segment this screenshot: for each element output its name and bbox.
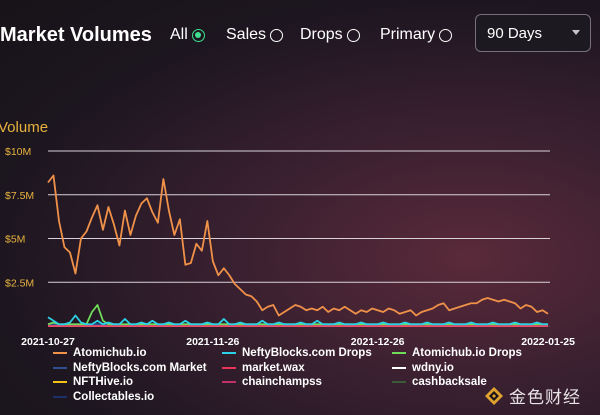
radio-checked-icon[interactable] bbox=[191, 28, 205, 42]
legend-label: cashbacksale bbox=[412, 376, 487, 388]
filter-all[interactable]: All bbox=[170, 26, 205, 44]
x-tick-label: 2021-10-27 bbox=[21, 336, 75, 348]
legend-item[interactable]: chainchampss bbox=[222, 375, 322, 389]
range-select[interactable]: 90 Days bbox=[475, 14, 591, 52]
legend-swatch bbox=[53, 366, 67, 369]
legend-swatch bbox=[392, 352, 406, 354]
legend-swatch bbox=[392, 366, 406, 369]
legend-item[interactable]: wdny.io bbox=[392, 361, 454, 375]
x-tick-label: 2021-12-26 bbox=[351, 336, 405, 348]
legend-label: Collectables.io bbox=[73, 390, 155, 403]
y-tick-label: $2.5M bbox=[5, 277, 34, 289]
legend-item[interactable]: NeftyBlocks.com Market bbox=[53, 361, 207, 375]
legend-item[interactable]: NFTHive.io bbox=[53, 375, 133, 389]
chevron-down-icon bbox=[572, 30, 580, 35]
legend-label: chainchampss bbox=[242, 376, 322, 388]
legend-item[interactable]: cashbacksale bbox=[392, 375, 487, 389]
x-tick-label: 2021-11-26 bbox=[186, 336, 239, 348]
legend-label: market.wax bbox=[242, 361, 305, 374]
filter-sales[interactable]: Sales bbox=[226, 26, 284, 44]
y-tick-label: $7.5M bbox=[5, 190, 34, 202]
radio-unchecked-icon[interactable] bbox=[439, 28, 453, 42]
legend-label: NeftyBlocks.com Drops bbox=[242, 347, 372, 359]
legend-swatch bbox=[53, 352, 67, 354]
legend-item[interactable]: Atomichub.io Drops bbox=[392, 346, 522, 360]
watermark: 金色财经 bbox=[484, 383, 581, 408]
series-line bbox=[47, 314, 548, 326]
chart-legend: Atomichub.io NeftyBlocks.com Drops Atomich… bbox=[0, 346, 600, 415]
legend-item[interactable]: Collectables.io bbox=[53, 390, 154, 404]
radio-unchecked-icon[interactable] bbox=[270, 28, 284, 42]
legend-item[interactable]: NeftyBlocks.com Drops bbox=[222, 346, 372, 360]
filter-primary-label: Primary bbox=[380, 26, 436, 43]
legend-label: Atomichub.io bbox=[73, 347, 147, 359]
legend-swatch bbox=[53, 395, 67, 398]
y-tick-label: $10M bbox=[5, 146, 31, 158]
legend-swatch bbox=[222, 381, 236, 383]
legend-swatch bbox=[392, 381, 406, 383]
legend-label: Atomichub.io Drops bbox=[412, 347, 522, 359]
range-select-value: 90 Days bbox=[487, 24, 543, 42]
filter-primary[interactable]: Primary bbox=[380, 26, 453, 44]
volume-chart: $2.5M $5M $7.5M $10M 2021-10-27 2021-11-26 202… bbox=[5, 146, 575, 348]
legend-item[interactable]: market.wax bbox=[222, 361, 305, 375]
filter-all-label: All bbox=[170, 26, 188, 43]
legend-item[interactable]: Atomichub.io bbox=[53, 346, 146, 360]
legend-swatch bbox=[222, 366, 236, 369]
watermark-text: 金色财经 bbox=[509, 388, 581, 407]
y-axis-label: Volume bbox=[0, 119, 49, 136]
radio-unchecked-icon[interactable] bbox=[346, 28, 360, 42]
filter-drops-label: Drops bbox=[300, 26, 343, 43]
y-tick-label: $5M bbox=[5, 234, 25, 246]
page-title: Market Volumes bbox=[0, 24, 152, 46]
legend-swatch bbox=[222, 352, 236, 354]
series-line bbox=[47, 174, 549, 317]
x-tick-label: 2022-01-25 bbox=[521, 336, 575, 348]
legend-label: NeftyBlocks.com Market bbox=[73, 361, 207, 374]
watermark-logo-icon bbox=[485, 386, 503, 405]
legend-label: NFTHive.io bbox=[73, 376, 134, 388]
legend-label: wdny.io bbox=[412, 361, 454, 374]
filter-sales-label: Sales bbox=[226, 26, 267, 43]
filter-drops[interactable]: Drops bbox=[300, 26, 360, 44]
legend-swatch bbox=[53, 381, 67, 383]
